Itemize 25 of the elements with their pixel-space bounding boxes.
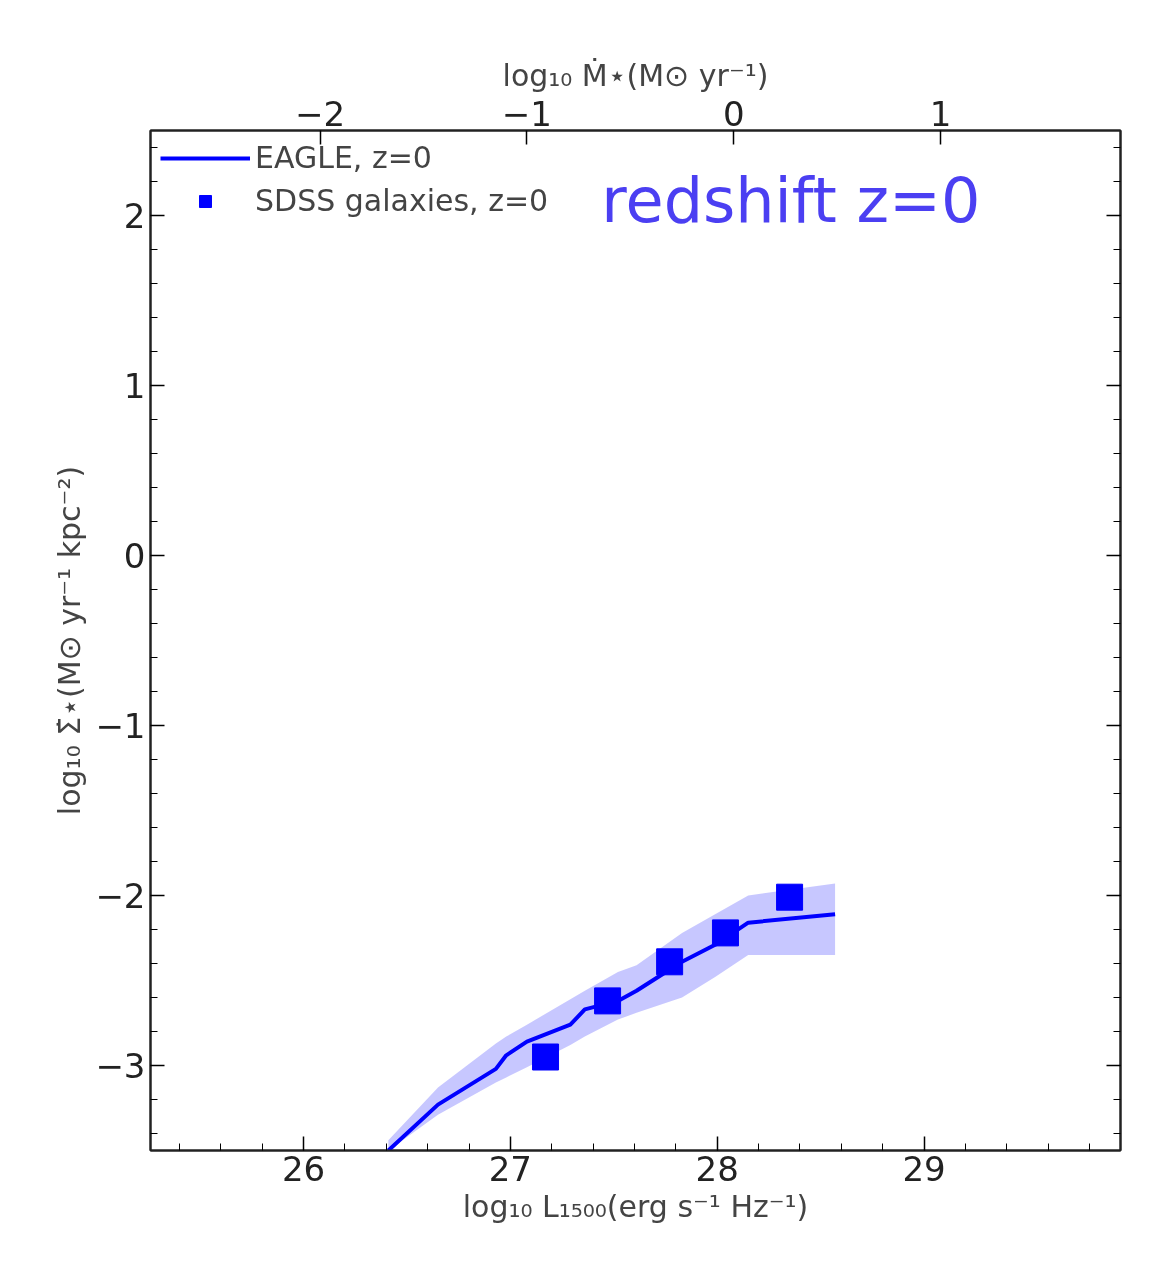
point (656, 948, 684, 976)
y-tick-label: −3 (95, 1046, 146, 1086)
x-tick-label: 28 (695, 1148, 739, 1189)
x2-tick-label: 0 (722, 93, 745, 134)
point (594, 987, 622, 1015)
x2-tick-label: −2 (295, 93, 346, 134)
point (532, 1043, 560, 1071)
legend-label: SDSS galaxies, z=0 (255, 183, 549, 218)
x2-tick-label: 1 (929, 93, 952, 134)
legend-label: EAGLE, z=0 (255, 140, 432, 175)
x-tick-label: 26 (281, 1148, 326, 1189)
x2-axis-title: log₁₀ Ṁ⋆(M⊙ yr⁻¹) (502, 57, 769, 93)
x-tick-label: 27 (488, 1148, 533, 1189)
point (776, 883, 804, 911)
y-tick-label: 1 (123, 366, 146, 406)
point (711, 919, 739, 947)
y-tick-label: 0 (123, 536, 146, 576)
x2-tick-label: −1 (501, 93, 552, 134)
y-axis-title: log₁₀ Σ̇⋆(M⊙ yr⁻¹ kpc⁻²) (52, 465, 88, 816)
annotation: redshift z=0 (601, 164, 981, 237)
y-tick-label: −1 (95, 706, 146, 746)
x-tick-label: 29 (902, 1148, 946, 1189)
y-tick-label: 2 (123, 196, 146, 236)
x-axis-title: log₁₀ L₁₅₀₀(erg s⁻¹ Hz⁻¹) (462, 1188, 809, 1224)
y-tick-label: −2 (95, 876, 146, 916)
